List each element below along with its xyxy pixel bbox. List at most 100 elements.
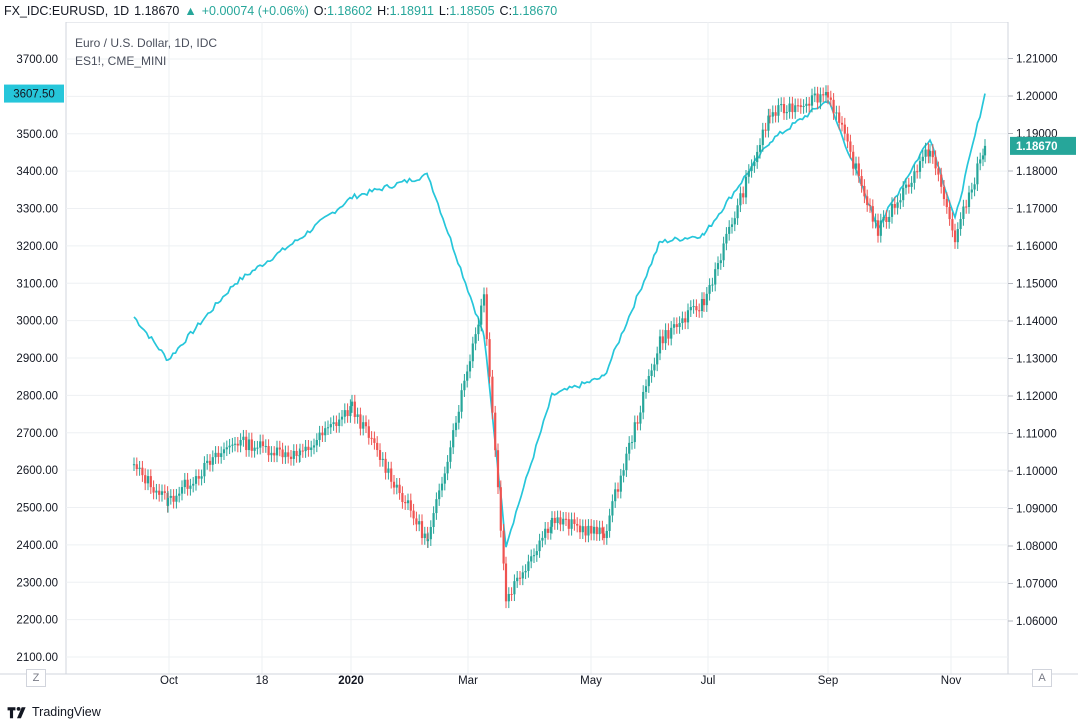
candle-body <box>852 151 855 169</box>
candle-body <box>228 445 231 448</box>
candle-body <box>832 99 835 114</box>
candle-body <box>642 391 645 413</box>
candle-body <box>777 105 780 116</box>
candle-body <box>644 386 648 392</box>
candle-body <box>172 495 175 502</box>
candle-body <box>904 184 908 188</box>
candle-body <box>829 97 832 100</box>
candle-body <box>373 438 376 443</box>
candle-body <box>180 487 184 494</box>
candle-body <box>222 449 226 454</box>
candle-body <box>289 456 293 459</box>
candle-body <box>510 593 513 595</box>
x-axis-tick-label: Sep <box>818 675 838 687</box>
candle-body <box>527 561 530 571</box>
candle-body <box>602 533 606 539</box>
left-axis-tick-label: 2700.00 <box>16 428 58 440</box>
candle-body <box>440 483 444 491</box>
candle-body <box>471 343 474 362</box>
candle-body <box>822 94 825 96</box>
candle-body <box>633 422 636 443</box>
interval-label[interactable]: 1D <box>113 4 130 18</box>
candle-body <box>353 401 356 417</box>
candle-body <box>356 414 359 417</box>
candle-body <box>231 444 234 446</box>
candle-body <box>686 310 690 323</box>
candle-body <box>819 94 822 103</box>
candle-body <box>799 105 802 108</box>
candle-body <box>885 216 888 222</box>
candle-body <box>636 422 639 424</box>
candle-body <box>965 206 968 208</box>
legend-compare-series[interactable]: ES1!, CME_MINI <box>75 54 167 68</box>
candle-body <box>485 294 488 340</box>
candle-body <box>273 452 276 456</box>
candle-body <box>468 361 472 372</box>
candle-body <box>381 458 384 460</box>
candle-body <box>664 330 667 344</box>
candle-body <box>247 439 251 451</box>
symbol-name[interactable]: FX_IDC:EURUSD, <box>4 4 109 18</box>
candle-body <box>264 446 267 448</box>
candle-body <box>559 517 562 525</box>
chart-canvas[interactable]: 3700.003600.003500.003400.003300.003200.… <box>0 22 1078 692</box>
candle-body <box>549 526 552 533</box>
candle-body <box>208 460 212 465</box>
candle-body <box>239 440 242 446</box>
candle-body <box>581 526 584 533</box>
candle-body <box>163 491 166 493</box>
candle-body <box>970 189 973 193</box>
candle-body <box>605 530 608 539</box>
right-axis-tick-label: 1.10000 <box>1016 466 1058 478</box>
candle-body <box>625 453 628 471</box>
candle-body <box>406 500 410 504</box>
left-axis-tick-label: 3200.00 <box>16 241 58 253</box>
candle-body <box>556 517 559 524</box>
candle-body <box>890 203 894 217</box>
candle-body <box>578 525 582 533</box>
candle-body <box>843 124 846 134</box>
x-axis-tick-label: May <box>580 675 602 687</box>
candle-body <box>774 112 777 116</box>
candle-body <box>681 318 684 324</box>
auto-scale-button[interactable]: A <box>1032 669 1052 687</box>
candle-body <box>764 129 767 131</box>
candle-body <box>805 103 808 106</box>
candle-body <box>307 446 310 451</box>
candle-body <box>722 243 725 261</box>
candle-body <box>962 206 965 219</box>
candle-body <box>601 527 604 534</box>
candle-body <box>849 141 852 152</box>
candle-body <box>392 481 396 488</box>
x-axis-tick-label: Nov <box>941 675 962 687</box>
candle-body <box>194 476 198 484</box>
candle-body <box>616 489 620 492</box>
candle-body <box>350 401 354 407</box>
candle-body <box>203 462 206 477</box>
candle-body <box>863 185 866 197</box>
candle-body <box>141 467 144 476</box>
candle-body <box>647 375 650 387</box>
candle-body <box>253 447 256 451</box>
legend-main-series[interactable]: Euro / U.S. Dollar, 1D, IDC <box>75 36 218 50</box>
candle-body <box>463 380 466 391</box>
candle-body <box>661 336 664 344</box>
candle-body <box>169 495 172 498</box>
candle-body <box>794 105 797 113</box>
candle-body <box>979 159 982 164</box>
chart-area[interactable]: 3700.003600.003500.003400.003300.003200.… <box>0 22 1078 692</box>
candle-body <box>518 577 522 579</box>
candle-body <box>824 92 828 96</box>
candle-body <box>250 439 253 451</box>
left-axis-tick-label: 3500.00 <box>16 129 58 141</box>
candle-body <box>378 450 382 460</box>
left-scale-button[interactable]: Z <box>26 669 46 687</box>
candle-body <box>584 526 587 536</box>
high-value: 1.18911 <box>389 4 434 18</box>
candle-body <box>312 445 316 448</box>
tradingview-brand[interactable]: TradingView <box>32 705 101 719</box>
candle-body <box>152 487 155 493</box>
candle-body <box>976 163 979 185</box>
candle-body <box>791 103 794 113</box>
x-axis-tick-label: Mar <box>458 675 478 687</box>
